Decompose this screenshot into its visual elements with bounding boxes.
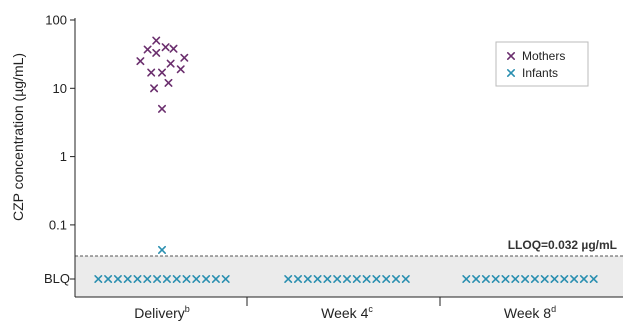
infant-blq-point xyxy=(481,274,490,284)
legend: Mothers Infants xyxy=(495,41,589,87)
infant-blq-point xyxy=(342,274,352,284)
infant-blq-point xyxy=(323,274,332,284)
legend-label-mothers: Mothers xyxy=(522,49,565,63)
y-tick-label: 100 xyxy=(45,13,67,28)
infant-point xyxy=(158,245,166,254)
infant-blq-point xyxy=(511,274,520,284)
infant-blq-point xyxy=(202,274,211,284)
y-tick-label: 1 xyxy=(60,149,67,164)
x-category-label: Deliveryb xyxy=(134,304,190,321)
x-category-label: Week 8d xyxy=(504,304,556,321)
mother-point xyxy=(180,53,189,62)
infant-blq-point xyxy=(313,274,322,284)
infant-blq-point xyxy=(133,274,142,284)
infant-blq-point xyxy=(382,274,391,284)
infant-blq-point xyxy=(530,274,539,284)
infant-blq-point xyxy=(303,274,312,284)
infant-blq-point xyxy=(521,274,530,284)
infant-blq-point xyxy=(579,274,588,284)
mother-point xyxy=(143,45,152,54)
mother-point xyxy=(152,36,161,45)
infant-blq-point xyxy=(391,274,401,284)
infant-blq-point xyxy=(182,274,191,284)
infant-blq-point xyxy=(284,274,293,284)
x-dividers xyxy=(246,297,441,306)
mother-point xyxy=(152,48,161,57)
mother-point xyxy=(150,84,159,93)
infant-blq-point xyxy=(113,274,122,284)
infant-blq-point xyxy=(589,274,598,284)
infant-blq-point xyxy=(462,274,471,284)
y-ticks: 100 10 1 0.1 xyxy=(45,13,75,280)
blq-tick-label: BLQ xyxy=(44,271,70,286)
x-category-label: Week 4c xyxy=(321,304,373,321)
infant-blq-point xyxy=(104,274,113,284)
mother-point xyxy=(136,57,145,66)
infant-blq-point xyxy=(501,274,510,284)
infant-blq-point xyxy=(550,274,559,284)
infant-blq-point xyxy=(491,274,500,284)
mother-point xyxy=(166,59,175,68)
mother-point xyxy=(158,104,166,113)
infant-blq-point xyxy=(352,274,361,284)
infant-blq-point xyxy=(362,274,371,284)
mother-point xyxy=(158,68,166,77)
infant-blq-point xyxy=(333,274,342,284)
infant-blq-point xyxy=(401,274,410,284)
infant-blq-point xyxy=(221,274,230,284)
infant-blq-point xyxy=(162,274,171,284)
mother-point xyxy=(169,44,178,53)
mother-point xyxy=(176,65,185,74)
infant-blq-point xyxy=(570,274,579,284)
mother-point xyxy=(164,78,173,87)
legend-marker-infants xyxy=(506,69,516,77)
infant-blq-point xyxy=(192,274,201,284)
x-labels: Deliveryb Week 4c Week 8d xyxy=(134,304,556,321)
legend-label-infants: Infants xyxy=(522,66,558,80)
y-axis-title: CZP concentration (µg/mL) xyxy=(10,53,26,221)
infant-blq-point xyxy=(172,274,181,284)
mother-point xyxy=(161,43,170,52)
infant-blq-point xyxy=(94,274,103,284)
infant-blq-point xyxy=(293,274,303,284)
infant-blq-point xyxy=(211,274,220,284)
y-tick-label: 10 xyxy=(53,81,67,96)
infant-blq-point xyxy=(143,274,152,284)
lloq-label: LLOQ=0.032 µg/mL xyxy=(508,238,617,252)
infant-blq-point xyxy=(123,274,132,284)
infant-blq-point xyxy=(153,274,162,284)
infant-blq-point xyxy=(372,274,381,284)
infant-blq-point xyxy=(540,274,549,284)
legend-box xyxy=(495,41,589,87)
y-tick-label: 0.1 xyxy=(49,217,67,232)
mother-point xyxy=(147,68,156,77)
legend-marker-mothers xyxy=(506,51,516,61)
infant-blq-point xyxy=(560,274,569,284)
data-marks xyxy=(94,36,598,284)
infant-blq-point xyxy=(472,274,481,284)
